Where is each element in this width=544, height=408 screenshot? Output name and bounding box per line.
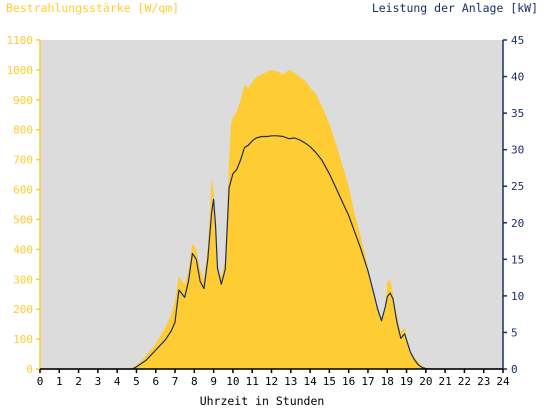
x-axis-title: Uhrzeit in Stunden bbox=[200, 394, 325, 408]
left-tick-label: 800 bbox=[13, 124, 33, 137]
x-tick-label: 24 bbox=[496, 375, 510, 388]
x-tick-label: 16 bbox=[342, 375, 355, 388]
left-tick-label: 200 bbox=[13, 303, 33, 316]
right-tick-label: 20 bbox=[511, 217, 524, 230]
x-tick-label: 10 bbox=[226, 375, 239, 388]
left-tick-label: 300 bbox=[13, 273, 33, 286]
right-tick-label: 25 bbox=[511, 180, 524, 193]
x-tick-label: 1 bbox=[56, 375, 63, 388]
x-tick-label: 23 bbox=[477, 375, 490, 388]
right-tick-label: 5 bbox=[511, 326, 518, 339]
right-tick-label: 45 bbox=[511, 34, 524, 47]
right-tick-label: 30 bbox=[511, 144, 524, 157]
right-tick-label: 40 bbox=[511, 71, 524, 84]
left-tick-label: 600 bbox=[13, 184, 33, 197]
x-tick-label: 20 bbox=[419, 375, 432, 388]
x-tick-label: 5 bbox=[133, 375, 140, 388]
right-tick-label: 15 bbox=[511, 253, 524, 266]
x-tick-label: 22 bbox=[458, 375, 471, 388]
left-tick-label: 900 bbox=[13, 94, 33, 107]
right-tick-label: 0 bbox=[511, 363, 518, 376]
power-line bbox=[40, 135, 503, 370]
x-tick-label: 14 bbox=[303, 375, 317, 388]
x-tick-label: 13 bbox=[284, 375, 297, 388]
x-tick-label: 15 bbox=[323, 375, 336, 388]
right-tick-label: 35 bbox=[511, 107, 524, 120]
x-tick-label: 6 bbox=[152, 375, 159, 388]
x-tick-label: 19 bbox=[400, 375, 413, 388]
left-tick-label: 700 bbox=[13, 154, 33, 167]
x-tick-label: 9 bbox=[210, 375, 217, 388]
x-tick-label: 11 bbox=[246, 375, 259, 388]
left-tick-label: 500 bbox=[13, 213, 33, 226]
series-layer bbox=[40, 69, 503, 370]
right-axis-title: Leistung der Anlage [kW] bbox=[372, 1, 538, 15]
right-tick-label: 10 bbox=[511, 290, 524, 303]
axes-layer: 0100200300400500600700800900100011000510… bbox=[7, 34, 525, 388]
x-tick-label: 7 bbox=[172, 375, 179, 388]
x-tick-label: 2 bbox=[75, 375, 82, 388]
x-tick-label: 18 bbox=[381, 375, 394, 388]
left-tick-label: 400 bbox=[13, 243, 33, 256]
left-tick-label: 0 bbox=[26, 363, 33, 376]
x-tick-label: 17 bbox=[361, 375, 374, 388]
x-tick-label: 12 bbox=[265, 375, 278, 388]
x-tick-label: 4 bbox=[114, 375, 121, 388]
x-tick-label: 21 bbox=[439, 375, 452, 388]
x-tick-label: 0 bbox=[37, 375, 44, 388]
irradiance-area bbox=[40, 69, 503, 370]
left-tick-label: 100 bbox=[13, 333, 33, 346]
x-tick-label: 8 bbox=[191, 375, 198, 388]
left-tick-label: 1100 bbox=[7, 34, 34, 47]
x-tick-label: 3 bbox=[95, 375, 102, 388]
left-tick-label: 1000 bbox=[7, 64, 34, 77]
left-axis-title: Bestrahlungsstärke [W/qm] bbox=[6, 1, 179, 15]
